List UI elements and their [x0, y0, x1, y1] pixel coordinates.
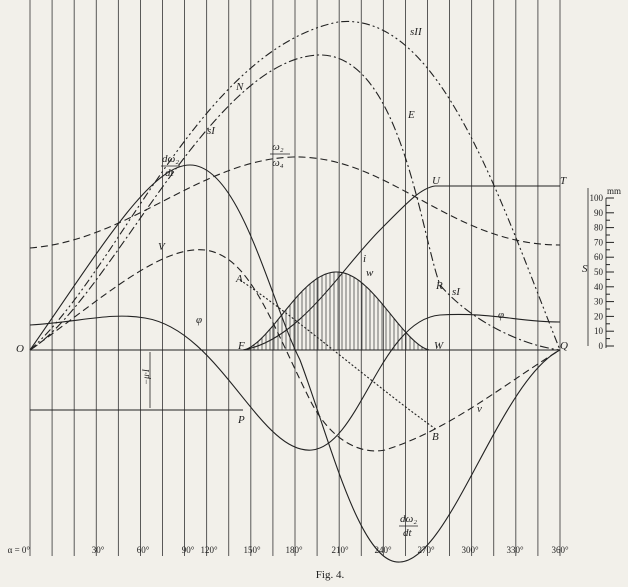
x-axis-label: α = 0°: [8, 545, 31, 555]
accel-curve: [29, 164, 561, 563]
phi-curve: [29, 313, 561, 451]
x-axis-label: 180°: [285, 545, 303, 555]
scale-label: 0: [599, 341, 604, 351]
label: U: [432, 175, 441, 187]
x-axis-label: 210°: [331, 545, 349, 555]
x-axis-label: 330°: [506, 545, 524, 555]
scale-label: 20: [594, 311, 604, 321]
scale-label: 60: [594, 252, 604, 262]
label: S: [582, 263, 588, 275]
x-axis-labels: α = 0° 30° 60° 90° 120° 150° 180° 210° 240° 270° 3…: [8, 545, 569, 555]
label: sI: [452, 286, 461, 298]
label: R: [435, 280, 443, 292]
label: dt: [403, 527, 413, 539]
scale-label: 10: [594, 326, 604, 336]
caption: Fig. 4.: [316, 569, 345, 581]
label: dt: [165, 167, 175, 179]
scale-label: 100: [590, 193, 604, 203]
label: w: [366, 267, 374, 279]
label: O: [16, 343, 24, 355]
x-axis-label: 120°: [200, 545, 218, 555]
scale-label: 40: [594, 282, 604, 292]
label: A: [235, 273, 243, 285]
x-axis-label: 30°: [92, 545, 105, 555]
x-axis-label: 90°: [182, 545, 195, 555]
v-curve: [29, 249, 561, 452]
vertical-lines: [29, 0, 561, 556]
x-axis-label: 360°: [551, 545, 569, 555]
i-curve: [242, 185, 436, 351]
label: i: [363, 253, 366, 265]
scale: 0 10 20 30 40 50 60 70 80 90 100: [590, 193, 614, 351]
scale-unit: mm: [607, 186, 621, 196]
label: W: [434, 340, 444, 352]
label: φ: [498, 309, 504, 321]
s1-curve: [29, 54, 561, 351]
label: dω₂: [400, 513, 417, 525]
label: ω₄: [272, 157, 284, 169]
scale-label: 90: [594, 208, 604, 218]
scale-label: 30: [594, 297, 604, 307]
x-axis-label: 270°: [417, 545, 435, 555]
x-axis-label: 240°: [374, 545, 392, 555]
label: φ: [196, 314, 202, 326]
label: Q: [560, 340, 568, 352]
label: F: [237, 340, 245, 352]
ratio-curve: [29, 156, 561, 249]
x-axis-label: 300°: [461, 545, 479, 555]
ab-line: [239, 279, 438, 431]
label: dω₂: [162, 153, 179, 165]
label: −μ·I: [141, 368, 151, 385]
label: E: [407, 109, 415, 121]
label: sII: [410, 26, 423, 38]
label: v: [477, 403, 482, 415]
label: T: [560, 175, 567, 187]
scale-label: 80: [594, 223, 604, 233]
scale-label: 50: [594, 267, 604, 277]
label: sI: [207, 125, 216, 137]
label: P: [237, 414, 245, 426]
scale-label: 70: [594, 237, 604, 247]
x-axis-label: 150°: [243, 545, 261, 555]
label: B: [432, 431, 439, 443]
s2-curve: [29, 21, 561, 351]
x-axis-label: 60°: [137, 545, 150, 555]
label: ω₂: [272, 141, 284, 153]
label: V: [158, 241, 166, 253]
label: N: [235, 81, 244, 93]
w-hatch: [245, 272, 427, 350]
